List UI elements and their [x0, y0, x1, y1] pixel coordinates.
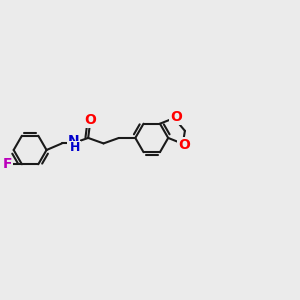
Text: O: O: [170, 110, 182, 124]
Text: N: N: [68, 134, 79, 148]
Text: H: H: [70, 141, 80, 154]
Text: O: O: [84, 113, 96, 128]
Text: F: F: [2, 157, 12, 171]
Text: O: O: [178, 137, 190, 152]
